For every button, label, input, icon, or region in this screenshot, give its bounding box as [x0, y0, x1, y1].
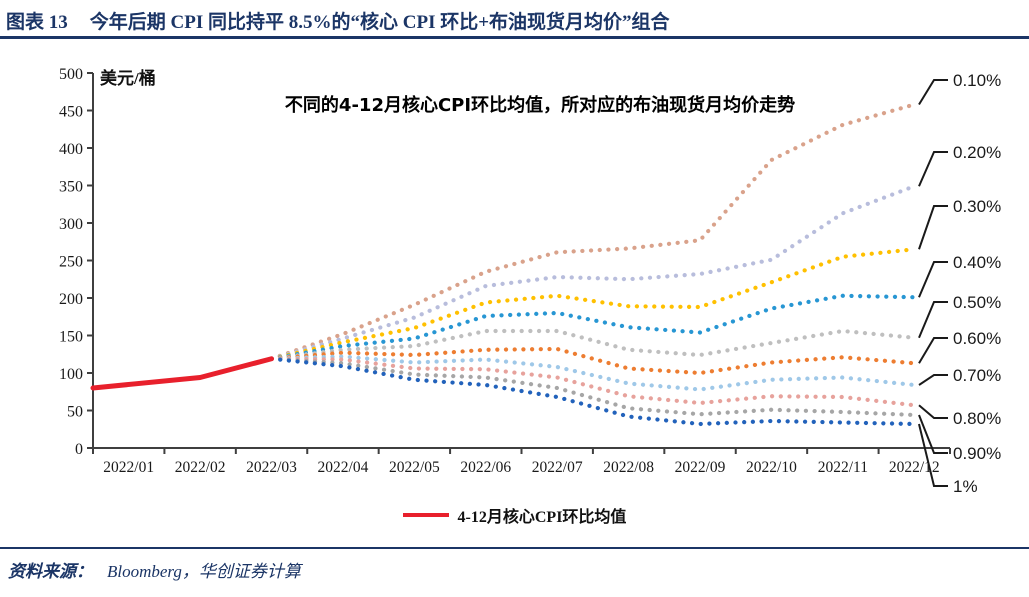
x-tick-label: 2022/01: [103, 459, 154, 476]
leader-line-0.60%: [918, 337, 948, 364]
series-line-0.60%: [269, 346, 917, 376]
series-label-0.70%: 0.70%: [953, 366, 1001, 385]
x-tick-label: 2022/10: [746, 459, 797, 476]
series-line-0.30%: [269, 247, 917, 361]
series-label-0.60%: 0.60%: [953, 329, 1001, 348]
series-line-0.90%: [269, 356, 917, 418]
y-tick-label: 50: [67, 404, 83, 421]
series-line-0.80%: [269, 356, 917, 408]
source-prefix: 资料来源：: [8, 562, 93, 581]
series-label-0.90%: 0.90%: [953, 444, 1001, 463]
y-tick-label: 250: [59, 254, 83, 271]
leader-line-0.20%: [918, 151, 948, 187]
chart-legend: 4-12月核心CPI环比均值: [0, 503, 1029, 527]
leader-line-0.90%: [918, 414, 948, 454]
y-tick-label: 500: [59, 66, 83, 83]
legend-line-swatch: [402, 513, 449, 517]
leader-line-0.70%: [918, 374, 948, 386]
leader-line-0.30%: [918, 205, 948, 250]
legend-label: 4-12月核心CPI环比均值: [457, 509, 627, 526]
series-label-1%: 1%: [953, 477, 978, 496]
leader-line-0.50%: [918, 301, 948, 339]
y-tick-label: 150: [59, 329, 83, 346]
actual-brent-line: [90, 356, 275, 391]
x-tick-label: 2022/02: [175, 459, 226, 476]
source-row: 资料来源： Bloomberg，华创证券计算: [8, 557, 301, 582]
leader-line-1%: [918, 423, 948, 487]
series-label-0.10%: 0.10%: [953, 71, 1001, 90]
figure-title: 今年后期 CPI 同比持平 8.5%的“核心 CPI 环比+布油现货月均价”组合: [89, 12, 670, 33]
y-tick-label: 200: [59, 291, 83, 308]
series-line-0.40%: [269, 293, 917, 361]
x-tick-label: 2022/04: [318, 459, 369, 476]
series-line-0.10%: [269, 102, 917, 361]
series-line-0.70%: [269, 354, 917, 392]
series-label-0.30%: 0.30%: [953, 197, 1001, 216]
x-tick-label: 2022/12: [889, 459, 940, 476]
y-tick-label: 350: [59, 179, 83, 196]
x-tick-label: 2022/06: [460, 459, 511, 476]
figure-number: 图表 13: [6, 12, 68, 33]
leader-line-0.80%: [918, 404, 948, 419]
y-tick-label: 0: [75, 441, 83, 458]
y-tick-label: 400: [59, 141, 83, 158]
y-tick-label: 450: [59, 104, 83, 121]
chart-annotation: 不同的4-12月核心CPI环比均值，所对应的布油现货月均价走势: [284, 95, 796, 116]
source-text: Bloomberg，华创证券计算: [107, 562, 301, 581]
x-tick-label: 2022/03: [246, 459, 297, 476]
source-divider: [0, 547, 1029, 549]
y-axis-unit-label: 美元/桶: [100, 69, 156, 88]
figure-title-row: 图表 13 今年后期 CPI 同比持平 8.5%的“核心 CPI 环比+布油现货月…: [6, 7, 1022, 34]
x-tick-label: 2022/07: [532, 459, 583, 476]
series-label-0.50%: 0.50%: [953, 293, 1001, 312]
series-label-0.20%: 0.20%: [953, 143, 1001, 162]
x-tick-label: 2022/05: [389, 459, 440, 476]
x-tick-label: 2022/09: [675, 459, 726, 476]
leader-line-0.10%: [918, 79, 948, 106]
x-tick-label: 2022/08: [603, 459, 654, 476]
title-divider: [0, 36, 1029, 39]
y-tick-label: 100: [59, 366, 83, 383]
series-label-0.80%: 0.80%: [953, 409, 1001, 428]
y-tick-label: 300: [59, 216, 83, 233]
series-line-0.20%: [269, 184, 917, 361]
series-label-0.40%: 0.40%: [953, 253, 1001, 272]
x-tick-label: 2022/11: [818, 459, 868, 476]
leader-line-0.40%: [918, 261, 948, 298]
series-line-1%: [269, 356, 917, 427]
